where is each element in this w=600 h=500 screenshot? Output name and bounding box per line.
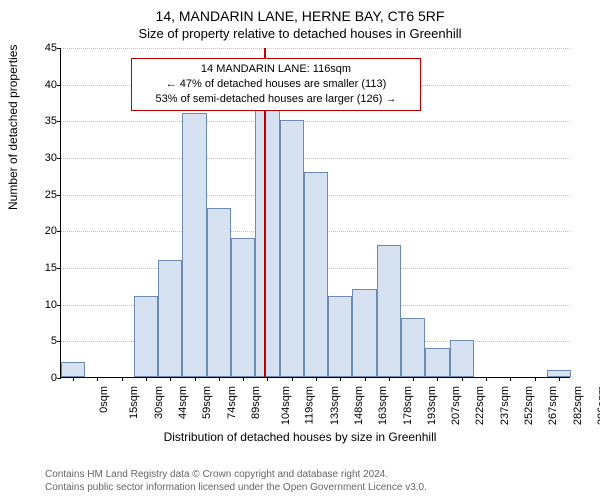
ytick-mark: [57, 48, 61, 49]
xtick-label: 296sqm: [596, 386, 600, 425]
xtick-label: 133sqm: [329, 386, 341, 425]
xtick-mark: [243, 377, 244, 381]
chart-title: 14, MANDARIN LANE, HERNE BAY, CT6 5RF: [0, 8, 600, 24]
annotation-line: 14 MANDARIN LANE: 116sqm: [138, 62, 414, 77]
xtick-mark: [559, 377, 560, 381]
footer-line: Contains HM Land Registry data © Crown c…: [45, 468, 427, 481]
gridline: [61, 121, 570, 122]
ytick-mark: [57, 85, 61, 86]
xtick-mark: [535, 377, 536, 381]
chart-footer: Contains HM Land Registry data © Crown c…: [45, 468, 427, 494]
xtick-label: 30sqm: [153, 386, 165, 419]
footer-line: Contains public sector information licen…: [45, 481, 427, 494]
histogram-bar: [207, 208, 231, 377]
ytick-mark: [57, 121, 61, 122]
histogram-bar: [450, 340, 474, 377]
xtick-label: 178sqm: [402, 386, 414, 425]
histogram-bar: [328, 296, 352, 377]
ytick-mark: [57, 158, 61, 159]
xtick-mark: [219, 377, 220, 381]
xtick-label: 15sqm: [128, 386, 140, 419]
xtick-label: 104sqm: [280, 386, 292, 425]
xtick-mark: [170, 377, 171, 381]
chart-subtitle: Size of property relative to detached ho…: [0, 26, 600, 41]
ytick-mark: [57, 268, 61, 269]
xtick-label: 222sqm: [475, 386, 487, 425]
xtick-mark: [437, 377, 438, 381]
xtick-label: 193sqm: [426, 386, 438, 425]
xtick-mark: [292, 377, 293, 381]
xtick-label: 119sqm: [304, 386, 316, 424]
annotation-line: 53% of semi-detached houses are larger (…: [138, 92, 414, 107]
ytick-mark: [57, 378, 61, 379]
xtick-label: 282sqm: [572, 386, 584, 425]
gridline: [61, 48, 570, 49]
histogram-bar: [255, 106, 279, 377]
x-axis-label: Distribution of detached houses by size …: [0, 430, 600, 444]
histogram-bar: [377, 245, 401, 377]
histogram-bar: [401, 318, 425, 377]
xtick-label: 0sqm: [98, 386, 110, 413]
ytick-mark: [57, 231, 61, 232]
xtick-mark: [267, 377, 268, 381]
xtick-mark: [97, 377, 98, 381]
xtick-label: 252sqm: [523, 386, 535, 425]
histogram-bar: [547, 370, 571, 377]
xtick-label: 267sqm: [547, 386, 559, 425]
histogram-bar: [304, 172, 328, 377]
chart-title-block: 14, MANDARIN LANE, HERNE BAY, CT6 5RF Si…: [0, 8, 600, 41]
ytick-label: 5: [31, 335, 57, 347]
xtick-mark: [146, 377, 147, 381]
histogram-bar: [182, 113, 206, 377]
ytick-label: 30: [31, 152, 57, 164]
ytick-label: 45: [31, 42, 57, 54]
xtick-mark: [195, 377, 196, 381]
histogram-bar: [158, 260, 182, 377]
xtick-mark: [413, 377, 414, 381]
xtick-label: 163sqm: [377, 386, 389, 425]
plot-area: 0510152025303540450sqm15sqm30sqm44sqm59s…: [60, 48, 570, 378]
xtick-label: 74sqm: [226, 386, 238, 419]
ytick-label: 10: [31, 299, 57, 311]
gridline: [61, 158, 570, 159]
xtick-label: 89sqm: [250, 386, 262, 419]
ytick-label: 0: [31, 372, 57, 384]
xtick-label: 59sqm: [201, 386, 213, 419]
histogram-bar: [425, 348, 449, 377]
histogram-bar: [280, 120, 304, 377]
y-axis-label: Number of detached properties: [6, 45, 20, 210]
annotation-box: 14 MANDARIN LANE: 116sqm← 47% of detache…: [131, 58, 421, 111]
annotation-line: ← 47% of detached houses are smaller (11…: [138, 77, 414, 92]
xtick-label: 207sqm: [450, 386, 462, 425]
xtick-label: 148sqm: [353, 386, 365, 425]
xtick-mark: [486, 377, 487, 381]
histogram-bar: [61, 362, 85, 377]
xtick-mark: [73, 377, 74, 381]
xtick-mark: [462, 377, 463, 381]
xtick-label: 237sqm: [499, 386, 511, 425]
xtick-label: 44sqm: [177, 386, 189, 419]
ytick-mark: [57, 305, 61, 306]
property-size-histogram: 14, MANDARIN LANE, HERNE BAY, CT6 5RF Si…: [0, 0, 600, 500]
histogram-bar: [352, 289, 376, 377]
xtick-mark: [365, 377, 366, 381]
xtick-mark: [510, 377, 511, 381]
ytick-label: 15: [31, 262, 57, 274]
ytick-label: 20: [31, 225, 57, 237]
ytick-label: 40: [31, 79, 57, 91]
xtick-mark: [122, 377, 123, 381]
ytick-label: 25: [31, 189, 57, 201]
ytick-mark: [57, 195, 61, 196]
xtick-mark: [316, 377, 317, 381]
histogram-bar: [231, 238, 255, 377]
ytick-label: 35: [31, 115, 57, 127]
xtick-mark: [340, 377, 341, 381]
ytick-mark: [57, 341, 61, 342]
histogram-bar: [134, 296, 158, 377]
xtick-mark: [389, 377, 390, 381]
